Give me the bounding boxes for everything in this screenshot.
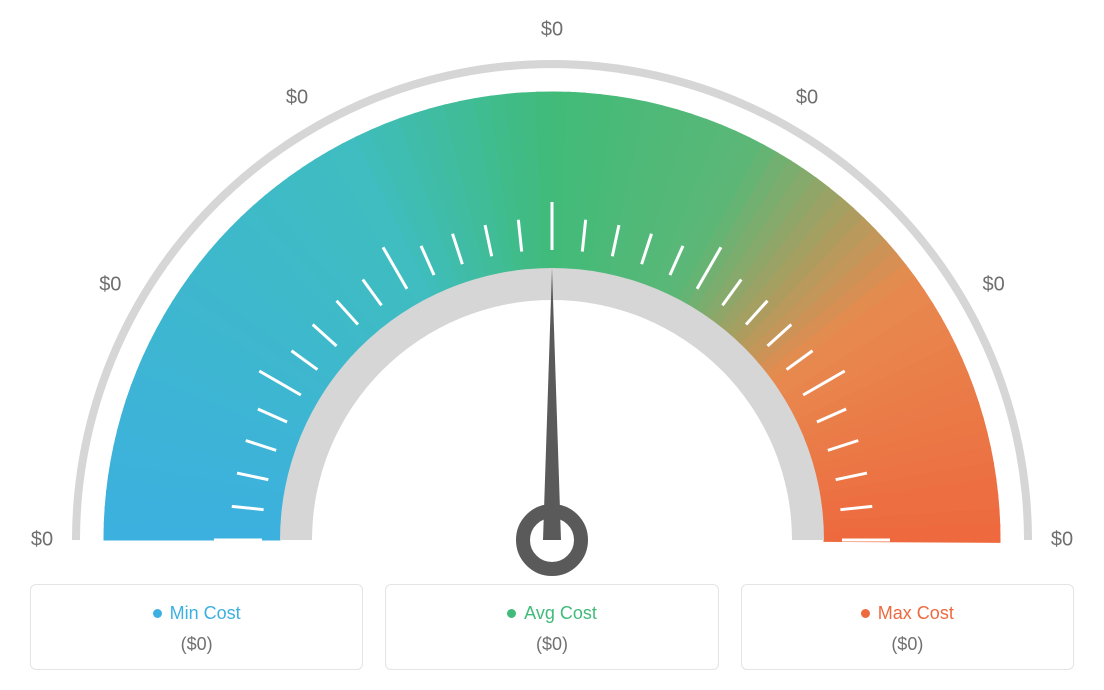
legend-row: Min Cost ($0) Avg Cost ($0) Max Cost ($0…	[30, 584, 1074, 670]
legend-label-avg: Avg Cost	[524, 603, 597, 624]
scale-label: $0	[99, 274, 121, 297]
needle	[543, 268, 561, 540]
scale-label: $0	[983, 274, 1005, 297]
legend-card-avg: Avg Cost ($0)	[385, 584, 718, 670]
scale-label: $0	[286, 87, 308, 110]
legend-value-max: ($0)	[752, 634, 1063, 655]
scale-label: $0	[796, 87, 818, 110]
legend-card-max: Max Cost ($0)	[741, 584, 1074, 670]
scale-label: $0	[541, 19, 563, 42]
legend-card-min: Min Cost ($0)	[30, 584, 363, 670]
legend-dot-avg	[507, 609, 516, 618]
legend-dot-min	[153, 609, 162, 618]
gauge-chart: $0 $0 $0 $0 $0 $0 $0	[32, 20, 1072, 560]
legend-value-avg: ($0)	[396, 634, 707, 655]
legend-label-max: Max Cost	[878, 603, 954, 624]
legend-dot-max	[861, 609, 870, 618]
legend-label-min: Min Cost	[170, 603, 241, 624]
gauge-svg	[32, 20, 1072, 580]
legend-value-min: ($0)	[41, 634, 352, 655]
scale-label: $0	[1051, 529, 1073, 552]
scale-label: $0	[31, 529, 53, 552]
